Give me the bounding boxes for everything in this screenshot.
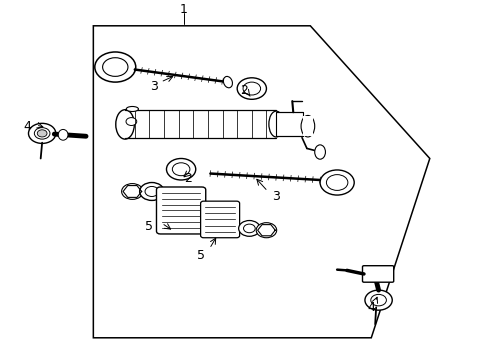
Circle shape bbox=[238, 221, 260, 236]
Bar bbox=[276, 112, 303, 136]
Circle shape bbox=[145, 186, 158, 197]
Ellipse shape bbox=[116, 110, 134, 139]
Text: 4: 4 bbox=[23, 120, 31, 133]
FancyBboxPatch shape bbox=[200, 201, 239, 238]
Bar bbox=[125, 110, 276, 138]
Text: 2: 2 bbox=[240, 84, 248, 97]
Circle shape bbox=[34, 128, 50, 139]
Circle shape bbox=[140, 183, 163, 201]
Circle shape bbox=[326, 175, 347, 190]
Ellipse shape bbox=[126, 107, 138, 112]
Circle shape bbox=[166, 158, 195, 180]
Circle shape bbox=[237, 78, 266, 99]
Circle shape bbox=[122, 184, 143, 199]
Ellipse shape bbox=[268, 111, 283, 137]
Circle shape bbox=[28, 123, 56, 143]
FancyBboxPatch shape bbox=[362, 266, 393, 282]
Circle shape bbox=[37, 130, 47, 137]
Text: 5: 5 bbox=[196, 249, 204, 262]
Circle shape bbox=[95, 52, 136, 82]
Ellipse shape bbox=[223, 76, 232, 88]
Ellipse shape bbox=[301, 116, 314, 137]
Bar bbox=[303, 116, 312, 136]
Circle shape bbox=[172, 163, 189, 176]
Ellipse shape bbox=[58, 130, 68, 140]
Circle shape bbox=[102, 58, 128, 76]
Circle shape bbox=[370, 294, 386, 306]
Ellipse shape bbox=[314, 145, 325, 159]
Circle shape bbox=[320, 170, 353, 195]
Circle shape bbox=[256, 223, 276, 238]
FancyBboxPatch shape bbox=[156, 187, 205, 234]
Text: 5: 5 bbox=[145, 220, 153, 233]
Text: 3: 3 bbox=[150, 80, 158, 93]
Text: 3: 3 bbox=[272, 190, 280, 203]
Circle shape bbox=[126, 118, 137, 126]
Text: 4: 4 bbox=[366, 301, 374, 314]
Circle shape bbox=[243, 82, 260, 95]
Circle shape bbox=[243, 224, 255, 233]
Circle shape bbox=[364, 290, 391, 310]
Text: 1: 1 bbox=[179, 3, 187, 16]
Text: 2: 2 bbox=[184, 172, 192, 185]
